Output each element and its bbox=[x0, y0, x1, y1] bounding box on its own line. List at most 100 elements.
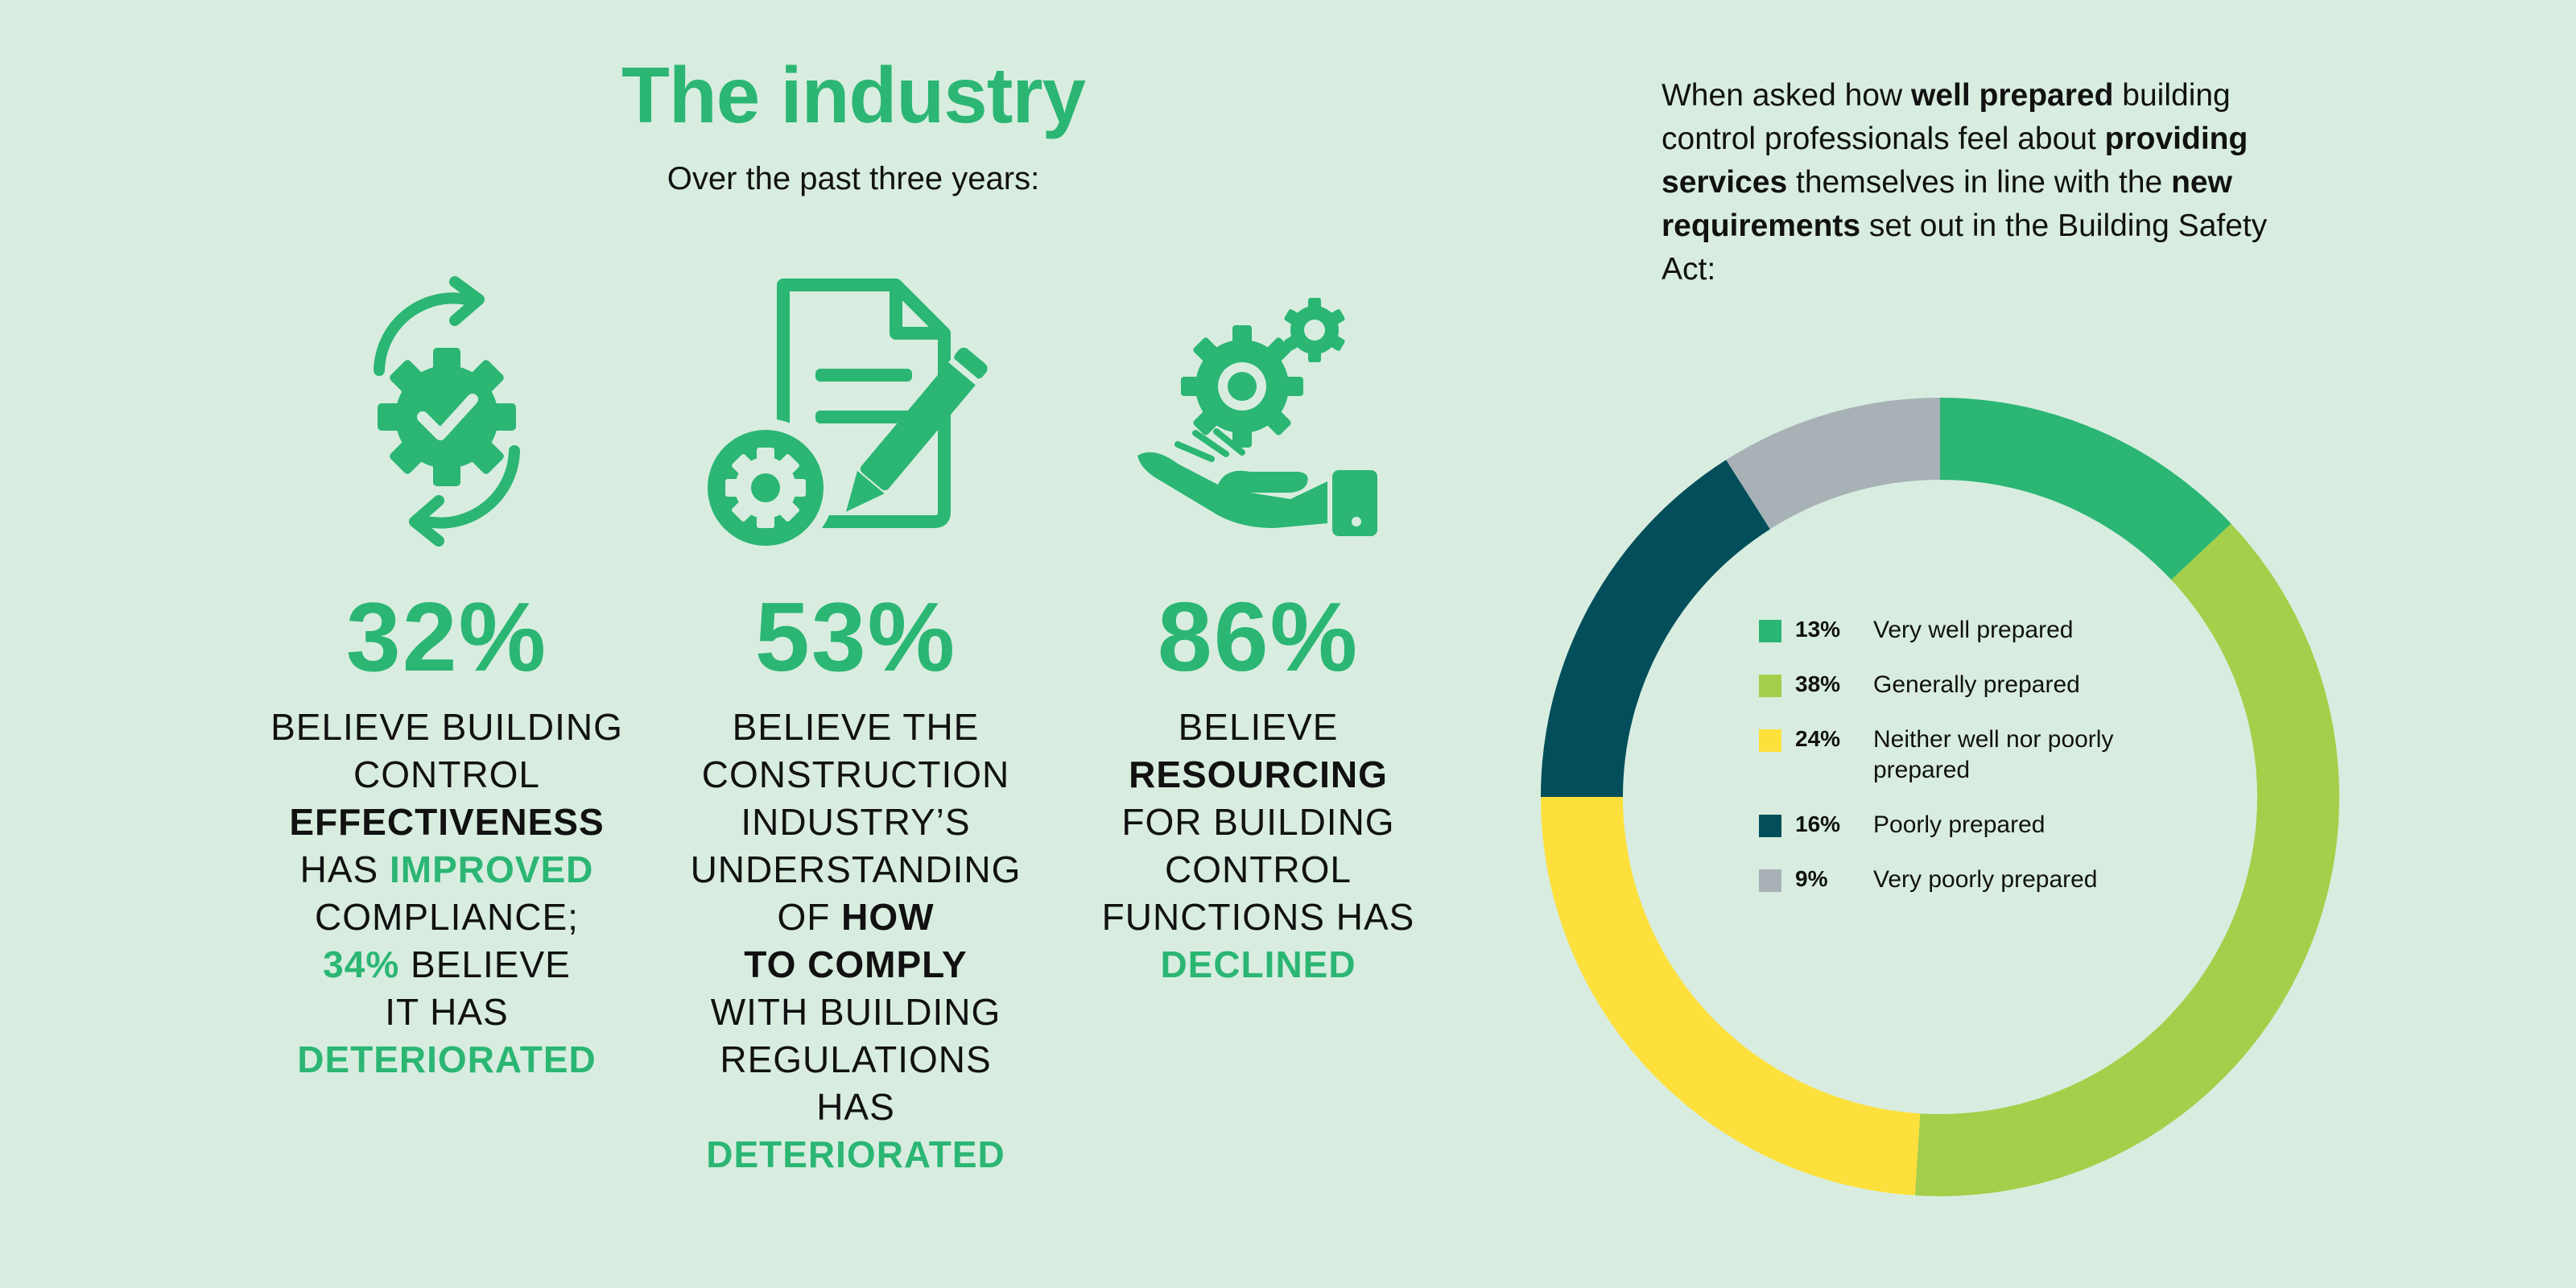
text-line: HAS IMPROVED bbox=[262, 846, 632, 894]
legend-swatch bbox=[1759, 869, 1781, 892]
text-line: DETERIORATED bbox=[262, 1036, 632, 1084]
text-line: WITH BUILDING bbox=[671, 989, 1041, 1036]
legend-item: 9% Very poorly prepared bbox=[1759, 861, 2210, 916]
legend-item: 24% Neither well nor poorly prepared bbox=[1759, 721, 2210, 807]
legend-label: Poorly prepared bbox=[1873, 811, 2046, 838]
text-segment: CONSTRUCTION bbox=[701, 753, 1010, 795]
text-segment: themselves in line with the bbox=[1787, 165, 2172, 200]
text-line: BELIEVE bbox=[1073, 704, 1443, 751]
text-segment: COMPLIANCE; bbox=[315, 896, 579, 938]
text-line: BELIEVE BUILDING bbox=[262, 704, 632, 751]
legend-swatch bbox=[1759, 729, 1781, 752]
text-segment: CONTROL bbox=[1165, 848, 1352, 890]
legend-item: 16% Poorly prepared bbox=[1759, 807, 2210, 861]
text-segment: FOR BUILDING bbox=[1121, 801, 1395, 843]
text-segment: IMPROVED bbox=[390, 848, 594, 890]
text-line: FOR BUILDING bbox=[1073, 799, 1443, 846]
stat-description: BELIEVE RESOURCING FOR BUILDING CONTROL FUNC… bbox=[1073, 704, 1443, 989]
text-line: TO COMPLY bbox=[671, 941, 1041, 989]
legend-value: 24% bbox=[1795, 726, 1841, 751]
text-line: INDUSTRY’S bbox=[671, 799, 1041, 846]
chart-legend: 13% Very well prepared 38% Generally prepar… bbox=[1759, 612, 2210, 916]
text-segment: EFFECTIVENESS bbox=[289, 801, 605, 843]
text-segment: HAS bbox=[816, 1086, 895, 1128]
legend-item: 38% Generally prepared bbox=[1759, 667, 2210, 721]
text-segment: well prepared bbox=[1911, 78, 2114, 113]
text-segment: 34% bbox=[323, 943, 400, 985]
text-line: UNDERSTANDING bbox=[671, 846, 1041, 894]
gear-check-cycle-icon bbox=[374, 276, 520, 547]
legend-value: 38% bbox=[1795, 671, 1841, 696]
text-segment: WITH BUILDING bbox=[710, 991, 1001, 1033]
text-line: DETERIORATED bbox=[671, 1131, 1041, 1179]
stat-value: 86% bbox=[1157, 582, 1360, 691]
text-segment: DECLINED bbox=[1160, 943, 1356, 985]
text-line: CONSTRUCTION bbox=[671, 751, 1041, 799]
page-subtitle: Over the past three years: bbox=[667, 161, 1040, 196]
text-segment: IT HAS bbox=[385, 991, 509, 1033]
legend-label: Generally prepared bbox=[1873, 671, 2080, 698]
legend-swatch bbox=[1759, 675, 1781, 697]
stat-card-effectiveness: 32% BELIEVE BUILDING CONTROL EFFECTIVENESS… bbox=[262, 274, 632, 1084]
text-line: OF HOW bbox=[671, 894, 1041, 941]
legend-value: 13% bbox=[1795, 617, 1841, 642]
text-line: CONTROL bbox=[1073, 846, 1443, 894]
legend-value: 16% bbox=[1795, 811, 1841, 836]
text-segment: TO COMPLY bbox=[744, 943, 968, 985]
document-pencil-gear-icon bbox=[696, 279, 988, 547]
text-segment: new requirements bbox=[1662, 165, 2232, 243]
text-line: 34% BELIEVE bbox=[262, 941, 632, 989]
text-segment: building control professionals feel abou… bbox=[1662, 78, 2231, 156]
stat-card-resourcing: 86% BELIEVE RESOURCING FOR BUILDING CONTROL… bbox=[1073, 274, 1443, 989]
text-segment: UNDERSTANDING bbox=[690, 848, 1022, 890]
text-segment: OF bbox=[777, 896, 842, 938]
legend-value: 9% bbox=[1795, 866, 1828, 891]
text-segment: BELIEVE bbox=[399, 943, 571, 985]
legend-label: Very well prepared bbox=[1873, 617, 2074, 643]
legend-swatch bbox=[1759, 620, 1781, 642]
donut-slice-poorly-prepared bbox=[1541, 460, 1770, 797]
donut-chart bbox=[1541, 398, 2339, 1196]
text-line: REGULATIONS bbox=[671, 1036, 1041, 1084]
text-line: BELIEVE THE bbox=[671, 704, 1041, 751]
text-line: COMPLIANCE; bbox=[262, 894, 632, 941]
stat-value: 32% bbox=[345, 582, 548, 691]
donut-slice-very-well-prepared bbox=[1940, 398, 2231, 580]
stat-description: BELIEVE BUILDING CONTROL EFFECTIVENESS HAS … bbox=[262, 704, 632, 1084]
text-segment: HAS bbox=[299, 848, 390, 890]
text-segment: RESOURCING bbox=[1129, 753, 1388, 795]
text-line: IT HAS bbox=[262, 989, 632, 1036]
legend-label: Neither well nor poorly prepared bbox=[1873, 726, 2114, 783]
stat-value: 53% bbox=[754, 582, 957, 691]
text-line: DECLINED bbox=[1073, 941, 1443, 989]
text-line: FUNCTIONS HAS bbox=[1073, 894, 1443, 941]
legend-item: 13% Very well prepared bbox=[1759, 612, 2210, 667]
survey-question: When asked how well prepared building co… bbox=[1662, 74, 2273, 291]
text-segment: FUNCTIONS HAS bbox=[1101, 896, 1415, 938]
donut-slice-very-poorly-prepared bbox=[1726, 398, 1940, 530]
text-segment: DETERIORATED bbox=[706, 1133, 1005, 1175]
text-segment: INDUSTRY’S bbox=[741, 801, 971, 843]
page-title: The industry bbox=[621, 51, 1086, 139]
donut-slice-generally-prepared bbox=[1914, 523, 2339, 1196]
text-segment: CONTROL bbox=[353, 753, 540, 795]
text-segment: HOW bbox=[841, 896, 935, 938]
legend-label: Very poorly prepared bbox=[1873, 866, 2098, 893]
legend-swatch bbox=[1759, 815, 1781, 837]
text-segment: When asked how bbox=[1662, 78, 1912, 113]
text-segment: REGULATIONS bbox=[720, 1038, 992, 1080]
text-segment: providing services bbox=[1662, 122, 2248, 200]
text-segment: set out in the Building Safety Act: bbox=[1662, 208, 2268, 287]
text-segment: DETERIORATED bbox=[297, 1038, 597, 1080]
text-segment: BELIEVE bbox=[1178, 706, 1339, 748]
text-line: EFFECTIVENESS bbox=[262, 799, 632, 846]
text-segment: BELIEVE BUILDING bbox=[270, 706, 623, 748]
text-line: RESOURCING bbox=[1073, 751, 1443, 799]
text-line: CONTROL bbox=[262, 751, 632, 799]
donut-slice-neither-well-nor-poorly-prepared bbox=[1541, 797, 1921, 1196]
text-segment: BELIEVE THE bbox=[732, 706, 980, 748]
stat-description: BELIEVE THE CONSTRUCTION INDUSTRY’S UNDERST… bbox=[671, 704, 1041, 1179]
hand-gears-icon bbox=[1137, 298, 1377, 536]
text-line: HAS bbox=[671, 1084, 1041, 1131]
stat-card-understanding: 53% BELIEVE THE CONSTRUCTION INDUSTRY’S UND… bbox=[671, 274, 1041, 1179]
